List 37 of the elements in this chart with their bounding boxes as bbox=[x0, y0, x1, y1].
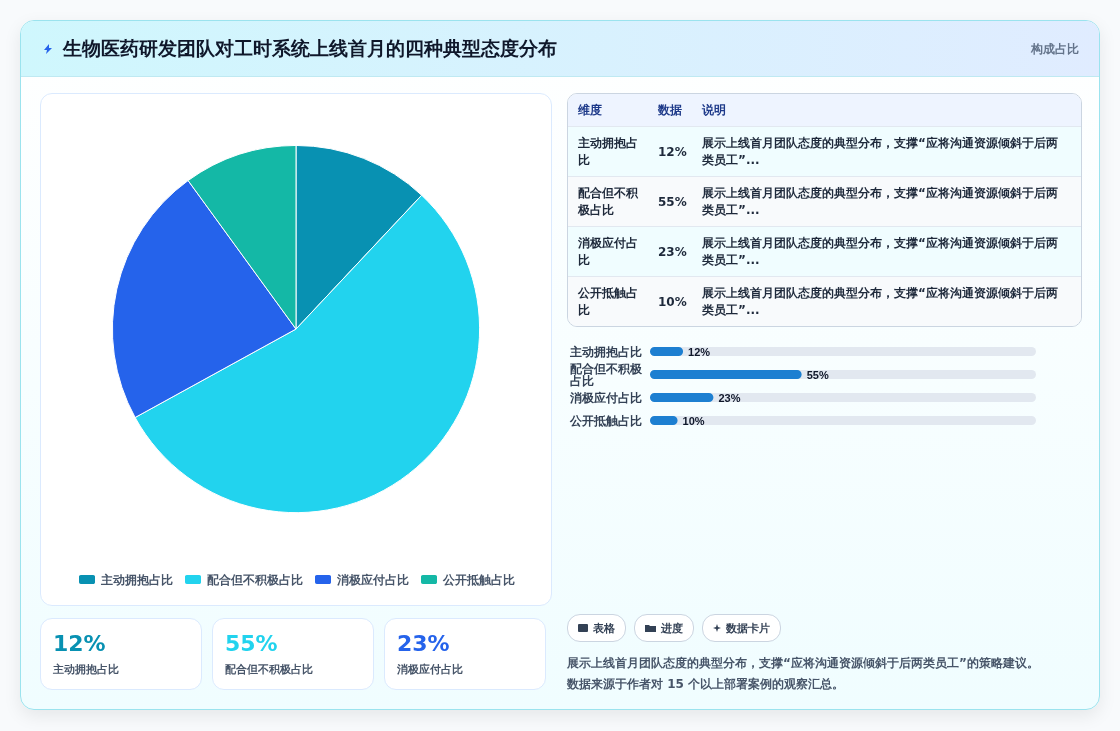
text: 展示上线首月团队态度的典型分布，支撑“应将沟通资源倾斜于后两类员工”... bbox=[702, 184, 1059, 219]
text: 23% bbox=[397, 631, 451, 656]
text: 维度 bbox=[577, 101, 603, 119]
data-label: 12% bbox=[688, 345, 711, 358]
text: 23% bbox=[658, 244, 688, 259]
y-tick-label: 消极应付占比 bbox=[569, 390, 642, 405]
text: 主动拥抱占比 bbox=[53, 662, 120, 677]
text: 配合但不积极占比 bbox=[225, 662, 314, 677]
text: 数据 bbox=[658, 101, 683, 119]
data-label: 23% bbox=[718, 391, 741, 404]
text: 55% bbox=[658, 194, 688, 209]
text: 展示上线首月团队态度的典型分布，支撑“应将沟通资源倾斜于后两类员工”... bbox=[702, 284, 1059, 319]
legend-label: 配合但不积极占比 bbox=[207, 572, 303, 587]
y-tick-label: 配合但不积极占比 bbox=[570, 361, 643, 388]
text: 展示上线首月团队态度的典型分布，支撑“应将沟通资源倾斜于后两类员工”的策略建议。 bbox=[567, 655, 1040, 672]
text: 数据来源于作者对 15 个以上部署案例的观察汇总。 bbox=[567, 676, 846, 693]
text: 展示上线首月团队态度的典型分布，支撑“应将沟通资源倾斜于后两类员工”... bbox=[702, 234, 1059, 269]
text: 12% bbox=[658, 144, 688, 159]
legend-label: 主动拥抱占比 bbox=[100, 572, 173, 587]
data-label: 10% bbox=[682, 414, 705, 427]
text: 12% bbox=[53, 631, 107, 656]
bar bbox=[650, 393, 714, 402]
text: 进度 bbox=[661, 620, 683, 636]
y-tick-label: 公开抵触占比 bbox=[569, 413, 642, 428]
legend-label: 消极应付占比 bbox=[336, 572, 409, 587]
legend-label: 公开抵触占比 bbox=[442, 572, 515, 587]
text: 数据卡片 bbox=[726, 620, 770, 636]
text: 展示上线首月团队态度的典型分布，支撑“应将沟通资源倾斜于后两类员工”... bbox=[702, 134, 1059, 169]
y-tick-label: 主动拥抱占比 bbox=[569, 344, 642, 359]
data-label: 55% bbox=[806, 368, 829, 381]
text: 消极应付占比 bbox=[397, 662, 464, 677]
text: 说明 bbox=[702, 101, 727, 119]
text: 构成占比 bbox=[1031, 41, 1079, 58]
text: 55% bbox=[225, 631, 279, 656]
text: 生物医药研发团队对工时系统上线首月的四种典型态度分布 bbox=[63, 36, 557, 61]
text: 表格 bbox=[593, 620, 615, 636]
text: 10% bbox=[658, 294, 688, 309]
